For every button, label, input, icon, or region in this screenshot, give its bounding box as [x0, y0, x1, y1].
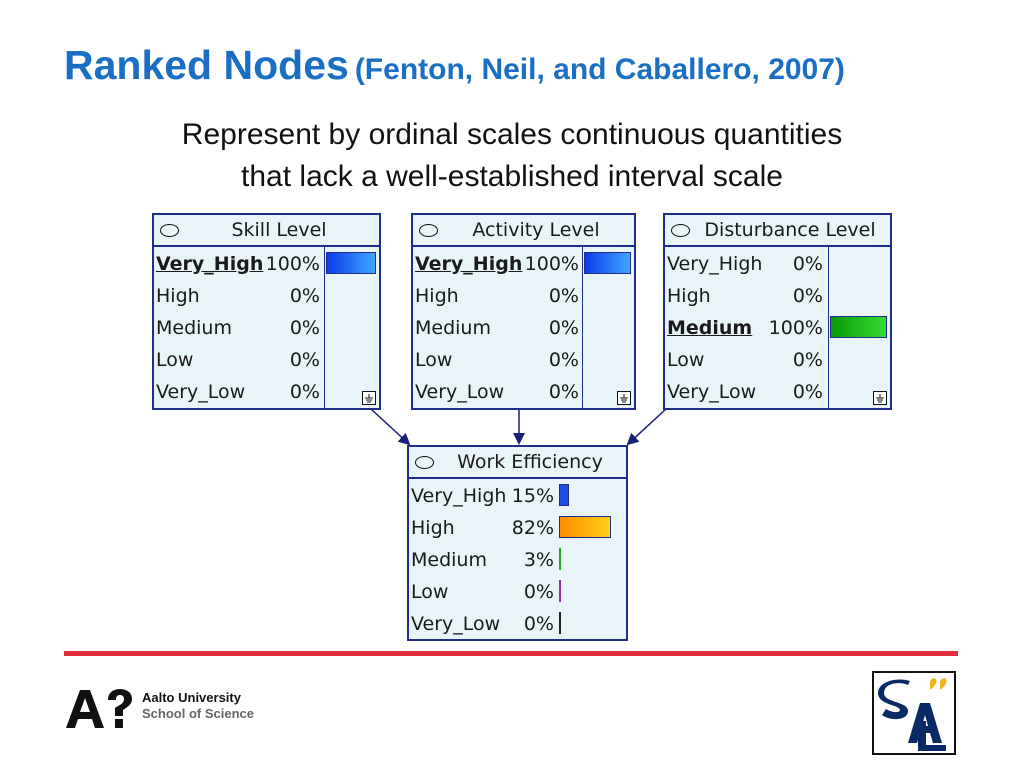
slide-subtitle: Represent by ordinal scales continuous q… [0, 114, 1024, 198]
state-label: Very_Low [667, 381, 757, 403]
node-title: Activity Level [472, 219, 600, 241]
state-label: Very_High [415, 253, 523, 275]
probability-bar [559, 612, 561, 634]
state-label: Very_Low [156, 381, 246, 403]
state-label: High [156, 285, 200, 307]
state-pct: 0% [289, 349, 320, 371]
probability-bar-column [828, 247, 890, 408]
state-label: Medium [667, 317, 753, 339]
state-pct: 0% [548, 285, 579, 307]
title-citation: (Fenton, Neil, and Caballero, 2007) [354, 53, 845, 86]
footer-divider [64, 651, 958, 656]
state-pct: 0% [548, 317, 579, 339]
state-pct: 0% [523, 581, 554, 603]
aalto-wordmark: Aalto University School of Science [142, 690, 254, 721]
node-oval-icon [419, 223, 438, 237]
node-disturbance-level[interactable]: Disturbance Level Very_High 0% High 0% M… [663, 213, 892, 410]
expand-icon[interactable] [617, 391, 631, 405]
probability-bar [584, 252, 631, 274]
probability-bar [559, 484, 569, 506]
state-label: Very_Low [411, 613, 501, 635]
state-pct: 0% [548, 349, 579, 371]
arrow-skill-to-efficiency [370, 408, 411, 446]
university-name: Aalto University [142, 690, 241, 705]
state-pct: 0% [523, 613, 554, 635]
state-label: Very_High [156, 253, 264, 275]
node-oval-icon [415, 455, 434, 469]
state-pct: 0% [289, 317, 320, 339]
node-title: Skill Level [231, 219, 327, 241]
title-main: Ranked Nodes [64, 42, 349, 88]
state-label: Medium [415, 317, 491, 339]
state-label: Very_High [411, 485, 507, 507]
state-label: Low [415, 349, 453, 371]
state-pct: 100% [265, 253, 320, 275]
subtitle-line-1: Represent by ordinal scales continuous q… [181, 118, 843, 151]
slide-title: Ranked Nodes (Fenton, Neil, and Caballero… [64, 42, 845, 89]
state-pct: 0% [792, 381, 823, 403]
state-pct: 82% [511, 517, 554, 539]
sal-logo-icon [878, 678, 947, 751]
probability-bar [326, 252, 376, 274]
state-pct: 0% [289, 381, 320, 403]
state-pct: 100% [524, 253, 579, 275]
probability-bar [559, 580, 561, 602]
node-header: Disturbance Level [665, 215, 890, 247]
node-oval-icon [160, 223, 179, 237]
node-header: Activity Level [413, 215, 634, 247]
state-label: Low [411, 581, 449, 603]
probability-bar [559, 516, 611, 538]
node-work-efficiency[interactable]: Work Efficiency Very_High 15% High 82% M… [407, 445, 628, 641]
probability-bar-column [558, 479, 626, 639]
expand-icon[interactable] [362, 391, 376, 405]
state-label: Very_Low [415, 381, 505, 403]
state-pct: 100% [768, 317, 823, 339]
node-header: Work Efficiency [409, 447, 626, 479]
probability-bar [559, 548, 561, 570]
state-pct: 3% [523, 549, 554, 571]
state-label: High [411, 517, 455, 539]
state-pct: 0% [792, 349, 823, 371]
node-header: Skill Level [154, 215, 379, 247]
state-pct: 0% [792, 253, 823, 275]
state-label: Low [156, 349, 194, 371]
aalto-logo-icon [66, 689, 132, 728]
state-label: Low [667, 349, 705, 371]
expand-icon[interactable] [873, 391, 887, 405]
state-label: High [415, 285, 459, 307]
state-label: High [667, 285, 711, 307]
node-title: Disturbance Level [704, 219, 876, 241]
node-oval-icon [671, 223, 690, 237]
school-name: School of Science [142, 706, 254, 721]
state-pct: 0% [548, 381, 579, 403]
state-pct: 0% [289, 285, 320, 307]
probability-bar-column [324, 247, 379, 408]
subtitle-line-2: that lack a well-established interval sc… [241, 160, 783, 193]
state-label: Very_High [667, 253, 763, 275]
probability-bar-column [582, 247, 634, 408]
state-pct: 0% [792, 285, 823, 307]
node-title: Work Efficiency [457, 451, 603, 473]
node-skill-level[interactable]: Skill Level Very_High 100% High 0% Mediu… [152, 213, 381, 410]
probability-bar [830, 316, 887, 338]
state-label: Medium [156, 317, 232, 339]
state-label: Medium [411, 549, 487, 571]
arrow-disturbance-to-efficiency [626, 408, 667, 446]
sal-logo [872, 671, 956, 755]
node-activity-level[interactable]: Activity Level Very_High 100% High 0% Me… [411, 213, 636, 410]
state-pct: 15% [511, 485, 554, 507]
